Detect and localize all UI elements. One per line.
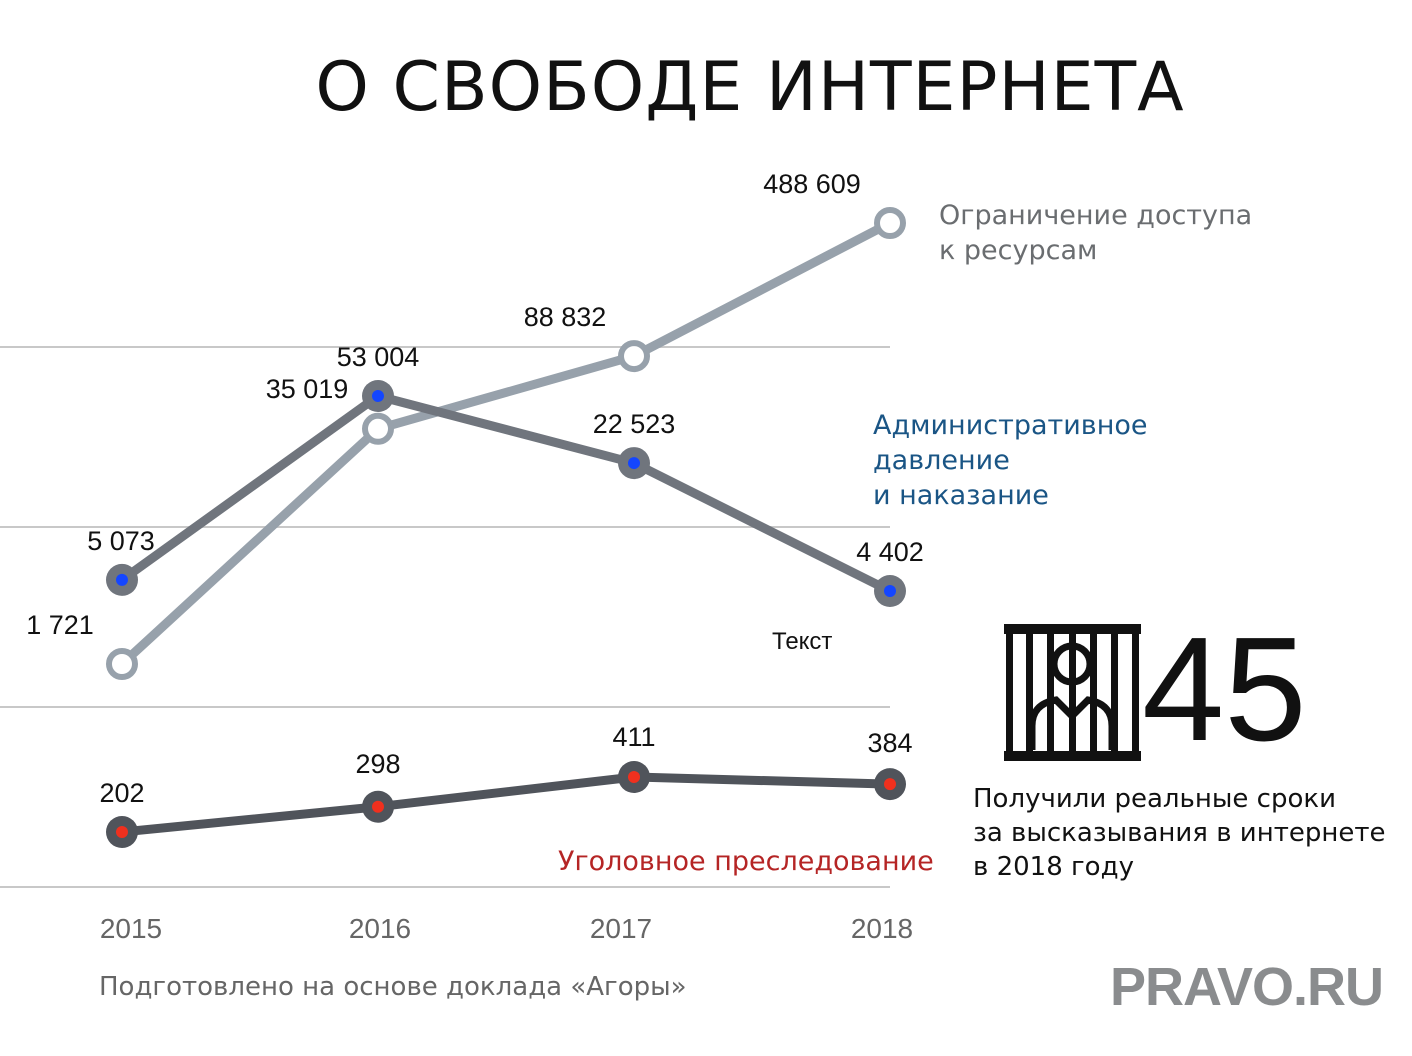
- data-label: 384: [867, 728, 912, 758]
- series-label-administrative-pressure: Административное давление и наказание: [873, 408, 1147, 513]
- series-label-access-restriction: Ограничение доступа к ресурсам: [939, 198, 1252, 268]
- stat-number: 45: [1142, 607, 1307, 772]
- data-point-center: [628, 457, 640, 470]
- source-note: Подготовлено на основе доклада «Агоры»: [99, 972, 687, 1002]
- data-label: 22 523: [593, 409, 676, 439]
- series-line: [117, 772, 895, 837]
- series-label-line: к ресурсам: [939, 235, 1098, 266]
- data-label: 298: [355, 749, 400, 779]
- x-tick-label: 2018: [851, 913, 913, 944]
- stat-caption-line: в 2018 году: [973, 852, 1134, 882]
- data-label: 488 609: [763, 169, 861, 199]
- stat-caption-line: за высказывания в интернете: [973, 818, 1386, 848]
- data-point: [106, 648, 138, 680]
- data-label: 35 019: [266, 374, 349, 404]
- data-label: 5 073: [87, 526, 155, 556]
- data-point: [362, 412, 394, 445]
- data-point-center: [628, 771, 640, 783]
- data-point-center: [372, 390, 384, 402]
- series-label-line: давление: [873, 445, 1010, 476]
- x-tick-label: 2015: [100, 913, 162, 944]
- data-point-center: [884, 585, 896, 597]
- series-line: [117, 391, 895, 596]
- data-point: [618, 340, 650, 373]
- series-label-line: Ограничение доступа: [939, 200, 1253, 231]
- data-label: 4 402: [856, 537, 924, 567]
- x-tick-label: 2016: [349, 913, 411, 944]
- series-label-line: Уголовное преследование: [558, 846, 934, 877]
- x-tick-label: 2017: [590, 913, 652, 944]
- series-label-line: Административное: [873, 410, 1148, 441]
- series-label-criminal-prosecution: Уголовное преследование: [558, 844, 934, 879]
- brand-logo: PRAVO.RU: [1110, 957, 1384, 1017]
- data-point-center: [116, 826, 128, 838]
- data-label: 411: [612, 722, 655, 752]
- data-point-center: [116, 573, 128, 586]
- stat-caption-line: Получили реальные сроки: [973, 784, 1336, 814]
- data-label: 202: [99, 778, 144, 808]
- data-point-center: [372, 800, 384, 813]
- data-label: 53 004: [337, 342, 420, 372]
- placeholder-annotation: Текст: [772, 628, 833, 655]
- data-label: 1 721: [26, 610, 94, 640]
- data-label: 88 832: [524, 302, 607, 332]
- chart-title: О СВОБОДЕ ИНТЕРНЕТА: [315, 48, 1185, 127]
- series-line: [117, 218, 895, 669]
- prisoner-behind-bars-icon: [1004, 624, 1141, 761]
- stat-caption: Получили реальные сроки за высказывания …: [973, 782, 1385, 884]
- data-point-center: [884, 778, 896, 791]
- data-point: [874, 207, 906, 239]
- series-label-line: и наказание: [873, 480, 1049, 511]
